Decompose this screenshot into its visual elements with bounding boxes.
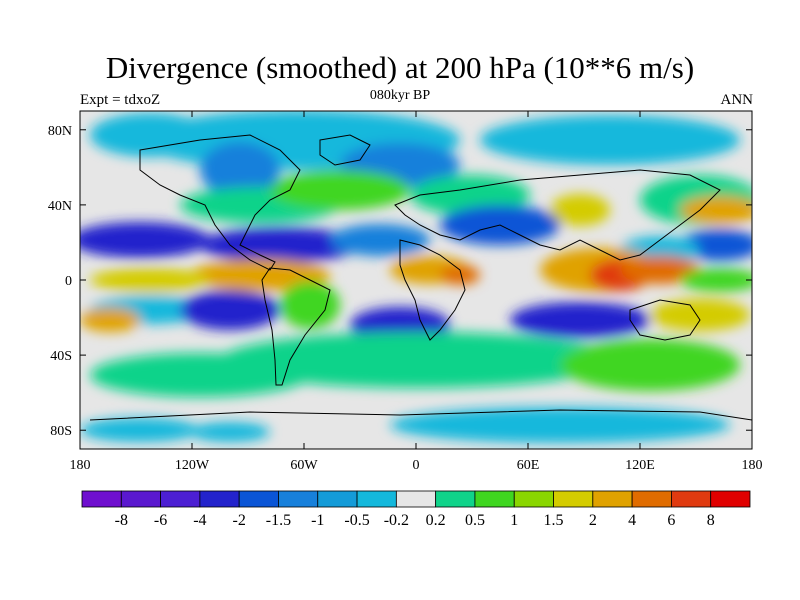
colorbar-label: 0.2 [426,512,446,529]
lat-tick-label: 80N [48,124,72,139]
colorbar-label: -8 [115,512,128,529]
colorbar-swatch [435,490,476,508]
colorbar-label: -2 [233,512,246,529]
colorbar-label: -0.5 [344,512,369,529]
colorbar-swatch [631,490,672,508]
map-title: Divergence (smoothed) at 200 hPa (10**6 … [105,50,695,85]
coastlines [89,134,752,421]
lon-tick-label: 0 [413,458,420,473]
colorbar-label: 1.5 [544,512,564,529]
lat-tick-label: 40N [48,199,72,214]
map-subtitle: 080kyr BP [369,88,431,103]
lon-tick-label: 180 [70,458,91,473]
colorbar-swatch [395,490,437,508]
lat-tick-label: 0 [65,274,72,289]
colorbar-swatch [238,490,279,508]
colorbar-swatch [81,490,122,508]
colorbar-label: 0.5 [465,512,485,529]
lon-tick-label: 180 [742,458,763,473]
colorbar-label: 1 [510,512,518,529]
colorbar-swatch [199,490,240,508]
lat-tick-label: 80S [50,424,72,439]
colorbar-label: -4 [193,512,206,529]
lon-tick-label: 120W [175,458,210,473]
season-label: ANN [720,92,754,108]
colorbar-swatch [356,490,397,508]
colorbar-swatch [553,490,594,508]
colorbar-swatch [513,490,554,508]
experiment-label: Expt = tdxoZ [80,92,161,108]
colorbar-label: 2 [589,512,597,529]
colorbar-swatch [474,490,515,508]
colorbar-swatch [160,490,201,508]
colorbar-label: 4 [628,512,636,529]
divergence-field [80,111,752,443]
colorbar-swatch [120,490,161,508]
lon-tick-label: 60E [517,458,540,473]
plot-area [80,111,752,449]
axis-ticks: 180 120W 60W 0 60E 120E 180 80N 40N 0 40S 80S [48,111,763,473]
colorbar-label: 6 [667,512,675,529]
colorbar-label: -1.5 [266,512,291,529]
colorbar-swatch [278,490,319,508]
colorbar-label: -0.2 [384,512,409,529]
lat-tick-label: 40S [50,349,72,364]
lon-tick-label: 60W [290,458,318,473]
colorbar-swatch [317,490,358,508]
colorbar-label: -6 [154,512,167,529]
colorbar-swatch [592,490,633,508]
colorbar: -8 -6 -4 -2 -1.5 -1 -0.5 -0.2 0.2 0.5 1 1.5 2 4 6 8 [81,490,751,529]
colorbar-label: 8 [707,512,715,529]
colorbar-swatch [671,490,712,508]
lon-tick-label: 120E [625,458,655,473]
colorbar-label: -1 [311,512,324,529]
colorbar-swatch [710,490,751,508]
